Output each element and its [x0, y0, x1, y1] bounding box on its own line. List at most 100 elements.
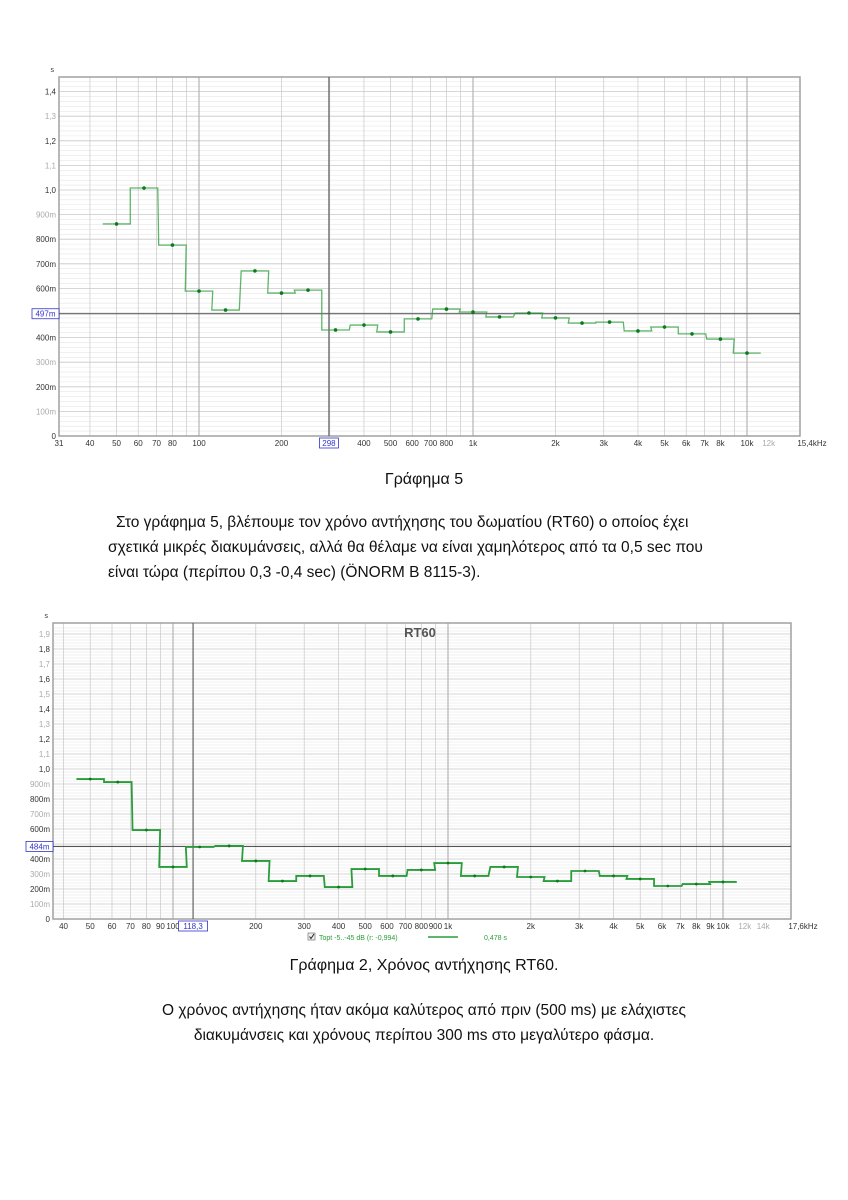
data-point [527, 311, 531, 315]
data-point [473, 874, 477, 878]
x-tick-label: 60 [134, 439, 143, 448]
paragraph-2: Ο χρόνος αντήχησης ήταν ακόμα καλύτερος … [0, 998, 848, 1048]
data-point [170, 243, 175, 247]
svg-text:484m: 484m [29, 842, 49, 851]
data-point [662, 325, 667, 329]
data-point [253, 269, 257, 273]
x-tick-label: 9k [706, 922, 715, 931]
y-unit-label: s [51, 67, 55, 74]
paragraph-1: Στο γράφημα 5, βλέπουμε τον χρόνο αντήχη… [108, 510, 808, 585]
x-tick-label: 3k [575, 922, 584, 931]
svg-text:298: 298 [322, 439, 336, 448]
x-tick-label: 90 [156, 922, 165, 931]
data-point [227, 844, 231, 848]
x-tick-label: 10k [717, 922, 731, 931]
grid [59, 77, 800, 437]
x-tick-label: 500 [384, 439, 398, 448]
data-point [419, 868, 423, 872]
y-tick-label: 600m [36, 284, 56, 293]
x-tick-label: 4k [609, 922, 618, 931]
x-tick-label: 4k [634, 439, 643, 448]
y-tick-label: 700m [36, 260, 56, 269]
data-point [114, 222, 119, 226]
rt60-step-line [76, 778, 737, 888]
y-tick-label: 0 [52, 432, 57, 441]
x-tick-label: 200 [249, 922, 263, 931]
data-point [388, 330, 393, 334]
legend-label: Topt -5..-45 dB (r: -0,994) [319, 935, 398, 942]
x-tick-label: 10k [741, 439, 755, 448]
x-tick-label: 500 [359, 922, 373, 931]
x-tick-label: 80 [168, 439, 177, 448]
chart-title: RT60 [404, 625, 436, 640]
x-tick-label: 700 [424, 439, 438, 448]
data-point [171, 865, 175, 869]
x-tick-label: 6k [658, 922, 667, 931]
y-tick-label: 100m [36, 407, 56, 416]
x-tick-label: 700 [399, 922, 413, 931]
x-tick-label: 800 [415, 922, 429, 931]
caption-figure-5: Γράφημα 5 [384, 471, 464, 488]
cursor-x-marker: 118,3 [178, 920, 208, 932]
y-tick-label: 900m [36, 211, 56, 220]
data-point [337, 885, 340, 889]
data-point [308, 874, 312, 878]
data-point [583, 869, 587, 873]
cursor-x-marker: 298 [319, 437, 339, 449]
y-tick-label: 200m [30, 885, 50, 894]
x-tick-label: 17,6kHz [788, 922, 817, 931]
paragraph-2-line-1: Ο χρόνος αντήχησης ήταν ακόμα καλύτερος … [162, 1002, 686, 1019]
data-point [636, 329, 640, 333]
checkmark-icon [309, 933, 315, 940]
data-point [254, 859, 258, 863]
x-tick-label: 900 [429, 922, 443, 931]
cursor-y-marker: 484m [25, 840, 54, 852]
cursor-y-marker: 497m [31, 308, 60, 320]
svg-text:497m: 497m [35, 310, 55, 319]
rt60-chart-1-plot: s 0 100m 200m 300m 400m 600m 700m 800m 900m 1,0 1,1… [31, 67, 827, 449]
rt60-chart-2: s 0 100m 200m 300m 400m 600m 700m 800m 900m 1,0 1,1… [0, 605, 848, 950]
y-tick-label: 700m [30, 810, 50, 819]
svg-text:118,3: 118,3 [183, 922, 203, 931]
y-tick-label: 400m [36, 334, 56, 343]
y-tick-label: 1,3 [39, 720, 51, 729]
data-point [553, 316, 558, 320]
paragraph-1-line-3: είναι τώρα (περίπου 0,3 -0,4 sec) (ÖNORM… [108, 564, 481, 581]
data-point [444, 307, 449, 311]
data-point [363, 867, 367, 871]
legend-checkbox[interactable] [307, 932, 316, 941]
y-tick-label: 1,8 [39, 645, 51, 654]
x-tick-label: 50 [112, 439, 121, 448]
data-point [281, 879, 284, 883]
data-point [638, 877, 642, 881]
x-tick-label: 12k [738, 922, 752, 931]
data-point [144, 828, 148, 832]
x-tick-label: 70 [126, 922, 135, 931]
x-tick-label: 8k [716, 439, 725, 448]
y-tick-label: 1,1 [45, 161, 57, 170]
data-point [694, 882, 698, 886]
plot-frame [58, 76, 801, 437]
y-tick-label: 1,0 [45, 186, 57, 195]
x-tick-label: 7k [676, 922, 685, 931]
y-tick-label: 1,2 [39, 735, 51, 744]
caption-figure-2: Γράφημα 2, Χρόνος αντήχησης RT60. [289, 957, 559, 974]
data-point [198, 845, 202, 849]
x-tick-label: 12k [762, 439, 776, 448]
data-point [362, 323, 366, 327]
y-tick-label: 300m [30, 870, 50, 879]
paragraph-2-line-2: διακυμάνσεις και χρόνους περίπου 300 ms … [193, 1027, 655, 1044]
x-tick-label: 600 [406, 439, 420, 448]
x-tick-label: 5k [636, 922, 645, 931]
x-tick-label: 40 [59, 922, 68, 931]
data-point [745, 351, 749, 355]
rt60-step-line [102, 187, 761, 354]
paragraph-1-line-1: Στο γράφημα 5, βλέπουμε τον χρόνο αντήχη… [116, 514, 689, 531]
data-point [416, 317, 420, 321]
data-point [556, 879, 559, 883]
data-point [446, 861, 450, 865]
x-tick-label: 8k [692, 922, 701, 931]
data-point [391, 874, 395, 878]
x-tick-label: 400 [357, 439, 371, 448]
y-tick-label: 1,6 [39, 675, 51, 684]
